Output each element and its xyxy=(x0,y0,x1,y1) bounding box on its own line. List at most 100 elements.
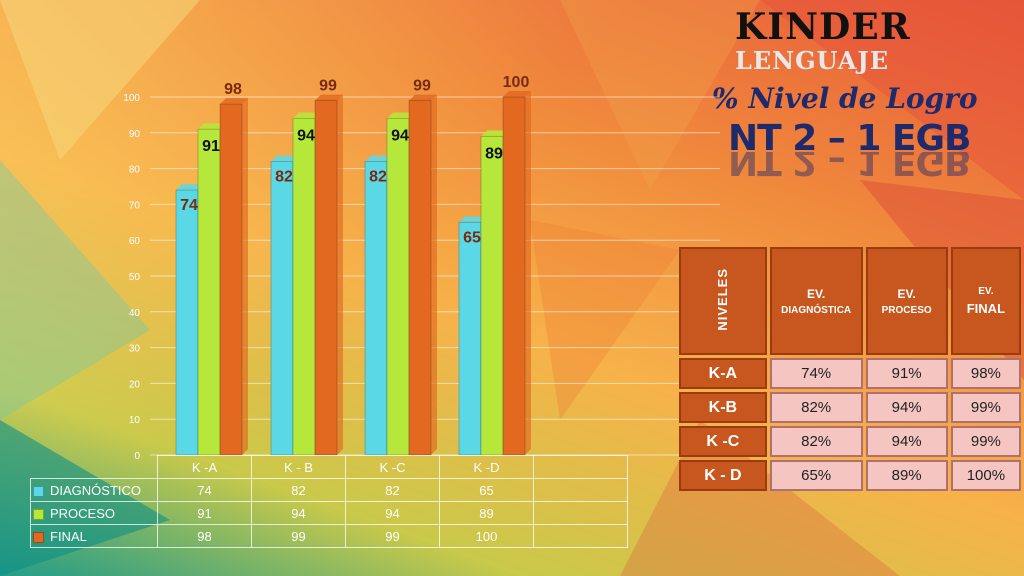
bar-side xyxy=(525,91,531,455)
bar-side xyxy=(242,98,248,455)
y-tick-label: 100 xyxy=(123,93,140,104)
y-tick-label: 50 xyxy=(129,272,141,283)
bar-top xyxy=(293,112,321,119)
header-ev-proceso: EV. PROCESO xyxy=(865,247,948,355)
table-cell: 94 xyxy=(345,501,440,525)
table-cell: 94% xyxy=(865,426,948,457)
y-tick-label: 90 xyxy=(129,129,141,140)
table-cell: 91% xyxy=(865,358,948,389)
chart-data-table: K -A K - B K -C K -D DIAGNÓSTICO 74 82 8… xyxy=(30,455,628,548)
header-niveles: NIVELES xyxy=(679,247,767,355)
bar-top xyxy=(409,94,437,101)
bar-top xyxy=(481,130,509,137)
table-cell: 94% xyxy=(865,392,948,423)
series-row-final: FINAL 98 99 99 100 xyxy=(30,524,628,548)
empty-cell xyxy=(533,455,628,479)
bar xyxy=(502,96,526,456)
data-label: 98 xyxy=(224,81,242,98)
bar-top xyxy=(220,98,248,105)
legend-entry: PROCESO xyxy=(30,501,158,525)
bar-top xyxy=(315,94,343,101)
y-tick-label: 60 xyxy=(129,236,141,247)
table-cell: 100 xyxy=(439,524,534,548)
table-cell: 82% xyxy=(769,426,863,457)
data-label: 89 xyxy=(485,145,503,162)
table-cell: 99 xyxy=(251,524,346,548)
table-cell: 94 xyxy=(251,501,346,525)
category-label: K - B xyxy=(251,455,346,479)
bar-top xyxy=(365,155,393,162)
category-label: K -A xyxy=(157,455,252,479)
bar xyxy=(408,100,432,456)
summary-row: K -C 82% 94% 99% xyxy=(679,426,1021,457)
y-tick-label: 10 xyxy=(129,415,141,426)
bar xyxy=(480,135,504,456)
data-label: 74 xyxy=(180,197,198,214)
header-subject: LENGUAJE xyxy=(735,46,890,75)
bar xyxy=(219,103,243,456)
legend-swatch-final xyxy=(33,531,44,543)
chart-bars xyxy=(175,91,531,456)
y-tick-label: 40 xyxy=(129,308,141,319)
legend-entry: FINAL xyxy=(30,524,158,548)
table-cell: 98% xyxy=(950,358,1021,389)
level-label: K -C xyxy=(679,426,767,457)
y-tick-label: 80 xyxy=(129,165,141,176)
series-row-diagnostico: DIAGNÓSTICO 74 82 82 65 xyxy=(30,478,628,502)
header-ev-final: EV. FINAL xyxy=(950,247,1021,355)
empty-cell xyxy=(533,501,628,525)
chart-y-axis: 0 10 20 30 40 50 60 70 80 90 100 xyxy=(123,93,140,462)
table-cell: 74% xyxy=(769,358,863,389)
data-label: 82 xyxy=(369,168,387,185)
table-cell: 91 xyxy=(157,501,252,525)
data-label: 100 xyxy=(503,74,530,91)
table-cell: 82 xyxy=(251,478,346,502)
summary-table: NIVELES EV. DIAGNÓSTICA EV. PROCESO EV. FIN… xyxy=(676,244,1024,494)
bar-top xyxy=(459,216,487,223)
summary-row: K-A 74% 91% 98% xyxy=(679,358,1021,389)
data-label: 82 xyxy=(275,168,293,185)
table-cell: 89 xyxy=(439,501,534,525)
table-cell: 99 xyxy=(345,524,440,548)
table-cell: 82% xyxy=(769,392,863,423)
legend-swatch-diagnostico xyxy=(33,485,44,497)
header-subtitle: % Nivel de Logro xyxy=(712,82,978,115)
table-cell: 99% xyxy=(950,426,1021,457)
legend-label: DIAGNÓSTICO xyxy=(50,482,142,498)
data-label: 94 xyxy=(297,127,315,144)
bar xyxy=(314,100,338,456)
bar xyxy=(458,221,482,456)
bar-top xyxy=(387,112,415,119)
chart-data-labels: 74 91 98 82 94 99 82 94 99 65 89 100 xyxy=(180,74,529,246)
data-label: 91 xyxy=(202,138,220,155)
bar xyxy=(270,161,294,456)
category-label: K -C xyxy=(345,455,440,479)
summary-row: K - D 65% 89% 100% xyxy=(679,460,1021,491)
category-label: K -D xyxy=(439,455,534,479)
data-label: 99 xyxy=(413,78,431,95)
table-cell: 65 xyxy=(439,478,534,502)
empty-cell xyxy=(533,478,628,502)
bar-top xyxy=(198,123,226,130)
bar xyxy=(175,189,199,456)
y-tick-label: 30 xyxy=(129,344,141,355)
y-tick-label: 70 xyxy=(129,200,141,211)
category-row: K -A K - B K -C K -D xyxy=(31,455,628,479)
y-tick-label: 0 xyxy=(134,451,140,462)
bar xyxy=(386,118,410,456)
table-cell: 65% xyxy=(769,460,863,491)
level-label: K-A xyxy=(679,358,767,389)
bar xyxy=(364,161,388,456)
bar-top xyxy=(503,91,531,97)
summary-header-row: NIVELES EV. DIAGNÓSTICA EV. PROCESO EV. FIN… xyxy=(679,247,1021,355)
summary-row: K-B 82% 94% 99% xyxy=(679,392,1021,423)
level-label: K - D xyxy=(679,460,767,491)
header-title: KINDER xyxy=(735,6,911,48)
series-row-proceso: PROCESO 91 94 94 89 xyxy=(30,501,628,525)
level-label: K-B xyxy=(679,392,767,423)
legend-swatch-proceso xyxy=(33,508,44,520)
y-tick-label: 20 xyxy=(129,379,141,390)
table-cell: 74 xyxy=(157,478,252,502)
legend-entry: DIAGNÓSTICO xyxy=(30,478,158,502)
bar xyxy=(197,128,221,456)
